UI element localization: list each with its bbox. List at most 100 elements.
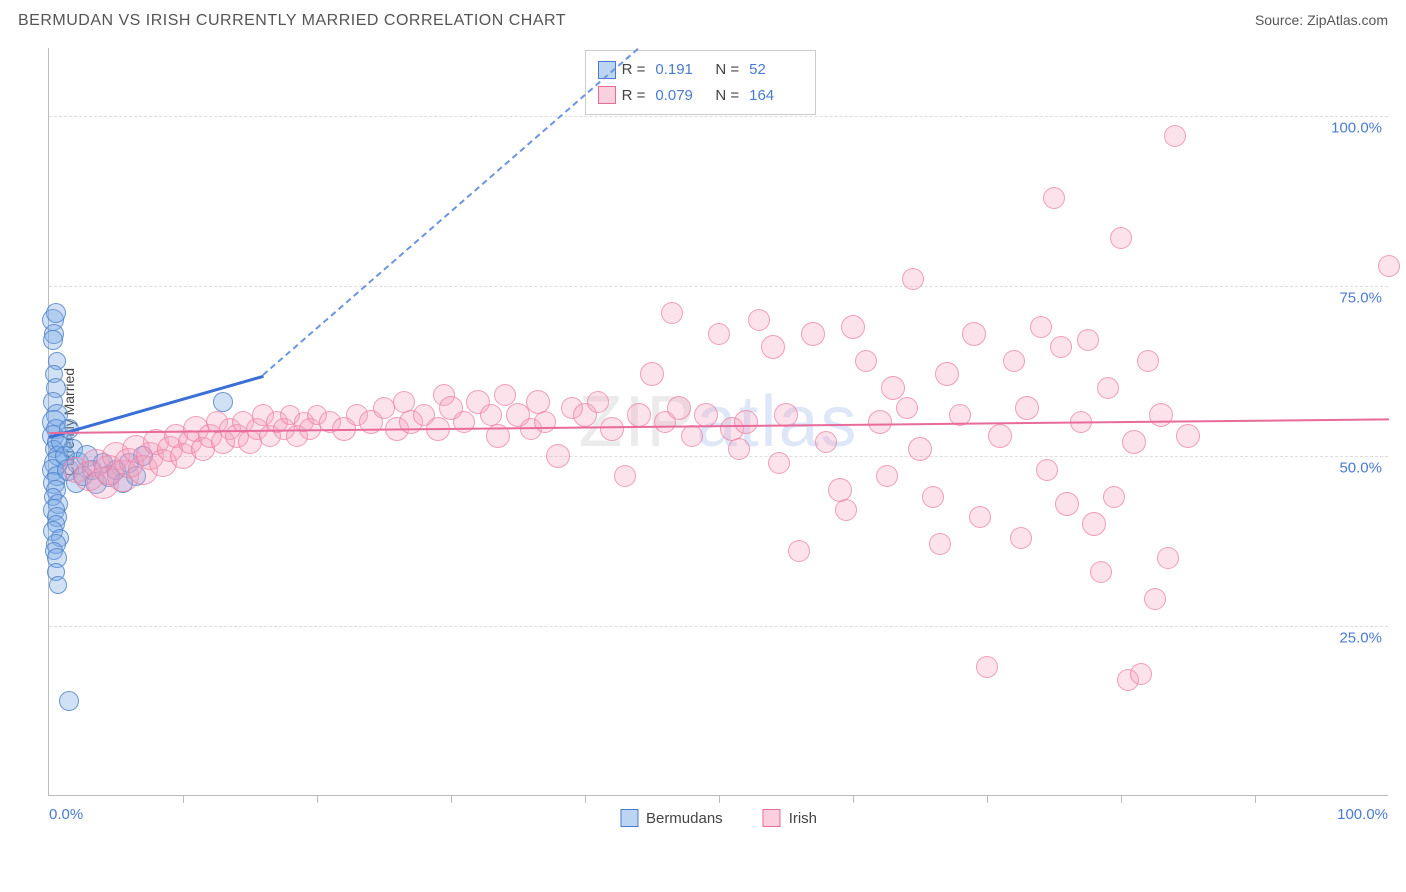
gridline bbox=[49, 456, 1388, 457]
data-point bbox=[43, 330, 63, 350]
data-point bbox=[1077, 329, 1099, 351]
data-point bbox=[600, 417, 624, 441]
data-point bbox=[1130, 663, 1152, 685]
source-label: Source: ZipAtlas.com bbox=[1255, 12, 1388, 28]
legend-row: R =0.079N =164 bbox=[598, 83, 804, 109]
data-point bbox=[213, 392, 233, 412]
y-tick-label: 50.0% bbox=[1339, 460, 1382, 477]
x-tick-mark bbox=[317, 795, 318, 803]
legend-swatch bbox=[763, 809, 781, 827]
data-point bbox=[667, 396, 691, 420]
data-point bbox=[828, 478, 852, 502]
data-point bbox=[1144, 588, 1166, 610]
data-point bbox=[1036, 459, 1058, 481]
data-point bbox=[1097, 377, 1119, 399]
data-point bbox=[546, 444, 570, 468]
gridline bbox=[49, 116, 1388, 117]
data-point bbox=[627, 403, 651, 427]
data-point bbox=[855, 350, 877, 372]
y-tick-label: 75.0% bbox=[1339, 290, 1382, 307]
data-point bbox=[896, 397, 918, 419]
x-tick-mark bbox=[1255, 795, 1256, 803]
x-tick-mark bbox=[451, 795, 452, 803]
data-point bbox=[788, 540, 810, 562]
data-point bbox=[976, 656, 998, 678]
data-point bbox=[1082, 512, 1106, 536]
legend-item: Irish bbox=[763, 809, 817, 827]
data-point bbox=[494, 384, 516, 406]
x-tick-mark bbox=[585, 795, 586, 803]
data-point bbox=[46, 303, 66, 323]
legend-r-value: 0.191 bbox=[655, 57, 709, 83]
data-point bbox=[728, 438, 750, 460]
legend-r-value: 0.079 bbox=[655, 83, 709, 109]
trend-line bbox=[263, 48, 640, 376]
data-point bbox=[902, 268, 924, 290]
legend-series-label: Irish bbox=[789, 810, 817, 827]
data-point bbox=[962, 322, 986, 346]
correlation-legend: R =0.191N =52R =0.079N =164 bbox=[585, 50, 817, 115]
gridline bbox=[49, 626, 1388, 627]
legend-n-value: 164 bbox=[749, 83, 803, 109]
data-point bbox=[868, 410, 892, 434]
data-point bbox=[681, 425, 703, 447]
data-point bbox=[534, 411, 556, 433]
data-point bbox=[876, 465, 898, 487]
data-point bbox=[526, 390, 550, 414]
data-point bbox=[1149, 403, 1173, 427]
chart-area: Currently Married ZIPatlas 0.0% 100.0% R… bbox=[48, 48, 1388, 796]
legend-series-label: Bermudans bbox=[646, 810, 723, 827]
data-point bbox=[614, 465, 636, 487]
data-point bbox=[1164, 125, 1186, 147]
x-tick-mark bbox=[183, 795, 184, 803]
data-point bbox=[49, 576, 67, 594]
gridline bbox=[49, 286, 1388, 287]
data-point bbox=[694, 403, 718, 427]
data-point bbox=[1378, 255, 1400, 277]
x-tick-mark bbox=[987, 795, 988, 803]
legend-swatch bbox=[620, 809, 638, 827]
data-point bbox=[373, 397, 395, 419]
data-point bbox=[59, 691, 79, 711]
legend-item: Bermudans bbox=[620, 809, 723, 827]
data-point bbox=[935, 362, 959, 386]
data-point bbox=[761, 335, 785, 359]
data-point bbox=[929, 533, 951, 555]
legend-swatch bbox=[598, 86, 616, 104]
data-point bbox=[1176, 424, 1200, 448]
data-point bbox=[1090, 561, 1112, 583]
data-point bbox=[1103, 486, 1125, 508]
data-point bbox=[1043, 187, 1065, 209]
data-point bbox=[841, 315, 865, 339]
legend-row: R =0.191N =52 bbox=[598, 57, 804, 83]
data-point bbox=[835, 499, 857, 521]
legend-n-label: N = bbox=[715, 83, 739, 109]
data-point bbox=[1157, 547, 1179, 569]
data-point bbox=[748, 309, 770, 331]
data-point bbox=[908, 437, 932, 461]
legend-n-value: 52 bbox=[749, 57, 803, 83]
data-point bbox=[1030, 316, 1052, 338]
data-point bbox=[922, 486, 944, 508]
x-tick-min: 0.0% bbox=[49, 806, 83, 823]
data-point bbox=[801, 322, 825, 346]
data-point bbox=[1050, 336, 1072, 358]
x-tick-mark bbox=[719, 795, 720, 803]
data-point bbox=[988, 424, 1012, 448]
data-point bbox=[640, 362, 664, 386]
y-tick-label: 25.0% bbox=[1339, 630, 1382, 647]
chart-title: BERMUDAN VS IRISH CURRENTLY MARRIED CORR… bbox=[18, 12, 566, 30]
data-point bbox=[1122, 430, 1146, 454]
data-point bbox=[969, 506, 991, 528]
legend-n-label: N = bbox=[715, 57, 739, 83]
data-point bbox=[587, 391, 609, 413]
x-tick-mark bbox=[1121, 795, 1122, 803]
data-point bbox=[815, 431, 837, 453]
series-legend: Bermudans Irish bbox=[620, 809, 817, 827]
y-tick-label: 100.0% bbox=[1331, 120, 1382, 137]
data-point bbox=[1015, 396, 1039, 420]
data-point bbox=[734, 410, 758, 434]
data-point bbox=[1055, 492, 1079, 516]
plot-region: Currently Married ZIPatlas 0.0% 100.0% R… bbox=[48, 48, 1388, 796]
data-point bbox=[661, 302, 683, 324]
